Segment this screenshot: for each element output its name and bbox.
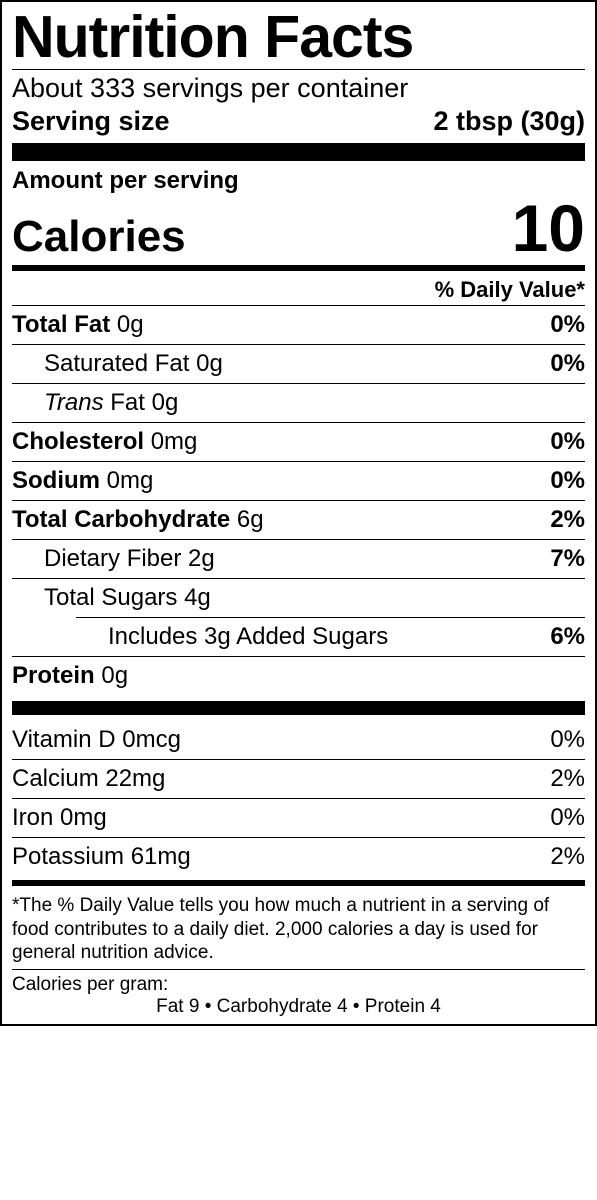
iron-name: Iron 0mg	[12, 804, 107, 832]
sat-fat-dv: 0%	[550, 350, 585, 378]
vitd-name: Vitamin D 0mcg	[12, 726, 181, 754]
trans-fat-name: Trans Fat 0g	[12, 389, 178, 417]
iron-dv: 0%	[550, 804, 585, 832]
nutrient-fiber: Dietary Fiber 2g 7%	[12, 539, 585, 578]
divider-med	[12, 880, 585, 886]
nutrient-cholesterol: Cholesterol 0mg 0%	[12, 422, 585, 461]
divider-med	[12, 265, 585, 271]
dv-header: % Daily Value*	[12, 275, 585, 305]
calories-row: Calories 10	[12, 195, 585, 261]
total-fat-dv: 0%	[550, 311, 585, 339]
potassium-name: Potassium 61mg	[12, 843, 191, 871]
potassium-dv: 2%	[550, 843, 585, 871]
nutrient-iron: Iron 0mg 0%	[12, 798, 585, 837]
nutrient-sat-fat: Saturated Fat 0g 0%	[12, 344, 585, 383]
amount-per-serving: Amount per serving	[12, 167, 585, 195]
calcium-name: Calcium 22mg	[12, 765, 165, 793]
calories-value: 10	[512, 195, 585, 261]
cpg-label: Calories per gram:	[12, 972, 585, 996]
serving-size-value: 2 tbsp (30g)	[433, 106, 585, 137]
calories-label: Calories	[12, 215, 186, 259]
title: Nutrition Facts	[12, 8, 585, 67]
sodium-name: Sodium 0mg	[12, 467, 153, 495]
serving-size-row: Serving size 2 tbsp (30g)	[12, 106, 585, 137]
nutrient-sugars: Total Sugars 4g	[12, 578, 585, 617]
serving-size-label: Serving size	[12, 106, 170, 137]
added-sugars-name: Includes 3g Added Sugars	[76, 623, 388, 651]
sat-fat-name: Saturated Fat 0g	[12, 350, 223, 378]
divider	[12, 969, 585, 970]
cholesterol-dv: 0%	[550, 428, 585, 456]
cholesterol-name: Cholesterol 0mg	[12, 428, 197, 456]
divider-thick	[12, 143, 585, 161]
sugars-name: Total Sugars 4g	[12, 584, 211, 612]
sodium-dv: 0%	[550, 467, 585, 495]
nutrient-protein: Protein 0g	[12, 656, 585, 695]
nutrient-potassium: Potassium 61mg 2%	[12, 837, 585, 876]
nutrient-total-fat: Total Fat 0g 0%	[12, 305, 585, 344]
divider-thick	[12, 701, 585, 715]
calcium-dv: 2%	[550, 765, 585, 793]
nutrient-added-sugars: Includes 3g Added Sugars 6%	[76, 617, 585, 656]
vitamins-section: Vitamin D 0mcg 0% Calcium 22mg 2% Iron 0…	[12, 721, 585, 876]
servings-per-container: About 333 servings per container	[12, 72, 585, 106]
carb-dv: 2%	[550, 506, 585, 534]
fiber-name: Dietary Fiber 2g	[12, 545, 215, 573]
nutrient-vitd: Vitamin D 0mcg 0%	[12, 721, 585, 759]
nutrient-calcium: Calcium 22mg 2%	[12, 759, 585, 798]
added-sugars-dv: 6%	[550, 623, 585, 651]
protein-name: Protein 0g	[12, 662, 128, 690]
cpg-values: Fat 9 • Carbohydrate 4 • Protein 4	[12, 996, 585, 1020]
total-fat-name: Total Fat 0g	[12, 311, 144, 339]
carb-name: Total Carbohydrate 6g	[12, 506, 264, 534]
fiber-dv: 7%	[550, 545, 585, 573]
nutrient-sodium: Sodium 0mg 0%	[12, 461, 585, 500]
nutrition-facts-label: Nutrition Facts About 333 servings per c…	[0, 0, 597, 1026]
nutrient-carb: Total Carbohydrate 6g 2%	[12, 500, 585, 539]
footnote: *The % Daily Value tells you how much a …	[12, 890, 585, 967]
nutrient-trans-fat: Trans Fat 0g	[12, 383, 585, 422]
vitd-dv: 0%	[550, 726, 585, 754]
